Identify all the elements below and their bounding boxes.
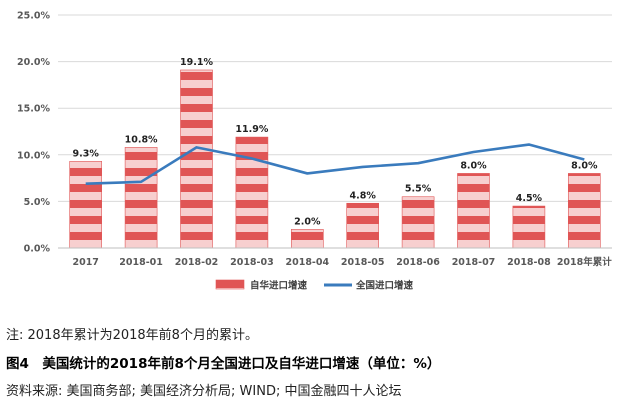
bar	[235, 136, 269, 249]
axes: 0.0% 5.0% 10.0% 15.0% 20.0% 25.0% 2017 2018-01 2…	[17, 11, 612, 269]
x-tick-label: 2018年累计	[557, 256, 612, 268]
bar-data-label: 11.9%	[235, 124, 268, 135]
y-tick-label: 20.0%	[17, 57, 50, 68]
bar-data-label: 19.1%	[180, 57, 213, 68]
line-series	[85, 143, 585, 185]
y-tick-label: 10.0%	[17, 150, 50, 161]
bar	[124, 147, 158, 249]
bar-series	[69, 69, 601, 249]
x-tick-label: 2018-06	[396, 257, 440, 268]
x-tick-label: 2018-03	[230, 257, 274, 268]
x-tick-label: 2018-04	[285, 257, 329, 268]
legend-bar-label: 自华进口增速	[250, 280, 308, 292]
x-tick-label: 2018-07	[452, 257, 496, 268]
bar	[346, 202, 380, 249]
national-import-growth-line	[85, 143, 585, 185]
y-tick-label: 5.0%	[24, 197, 51, 208]
x-tick-label: 2017	[72, 257, 98, 268]
legend-bar-swatch	[215, 279, 245, 290]
legend: 自华进口增速 全国进口增速	[215, 279, 414, 292]
bar-data-label: 8.0%	[571, 160, 598, 171]
bar-data-label: 10.8%	[125, 134, 158, 145]
bar	[180, 69, 213, 249]
x-tick-label: 2018-05	[341, 257, 385, 268]
y-tick-label: 0.0%	[24, 244, 51, 255]
source-note: 资料来源: 美国商务部; 美国经济分析局; WIND; 中国金融四十人论坛	[6, 384, 402, 399]
bar	[512, 205, 546, 249]
bar-data-label: 4.5%	[516, 193, 543, 204]
y-tick-label: 25.0%	[17, 11, 50, 22]
x-tick-label: 2018-08	[507, 257, 551, 268]
bar	[69, 161, 102, 249]
bar	[457, 173, 490, 249]
bar-data-label: 9.3%	[73, 148, 100, 159]
bar-data-label: 4.8%	[350, 190, 377, 201]
legend-line-label: 全国进口增速	[355, 280, 414, 292]
bar	[567, 173, 601, 249]
chart: 9.3% 10.8% 19.1% 11.9% 2.0% 4.8% 5.5% 8.0% 4.5% 8…	[17, 11, 612, 292]
chart-note: 注: 2018年累计为2018年前8个月的累计。	[6, 328, 258, 343]
bar-data-label: 2.0%	[294, 216, 321, 227]
data-labels: 9.3% 10.8% 19.1% 11.9% 2.0% 4.8% 5.5% 8.0% 4.5% 8…	[73, 57, 598, 227]
x-tick-label: 2018-01	[119, 257, 163, 268]
bar	[401, 196, 435, 249]
x-tick-label: 2018-02	[175, 257, 219, 268]
bar	[290, 229, 324, 249]
figure-title: 图4 美国统计的2018年前8个月全国进口及自华进口增速（单位：%）	[6, 356, 441, 372]
y-tick-label: 15.0%	[17, 104, 50, 115]
bar-data-label: 5.5%	[405, 184, 432, 195]
bar-data-label: 8.0%	[460, 160, 487, 171]
